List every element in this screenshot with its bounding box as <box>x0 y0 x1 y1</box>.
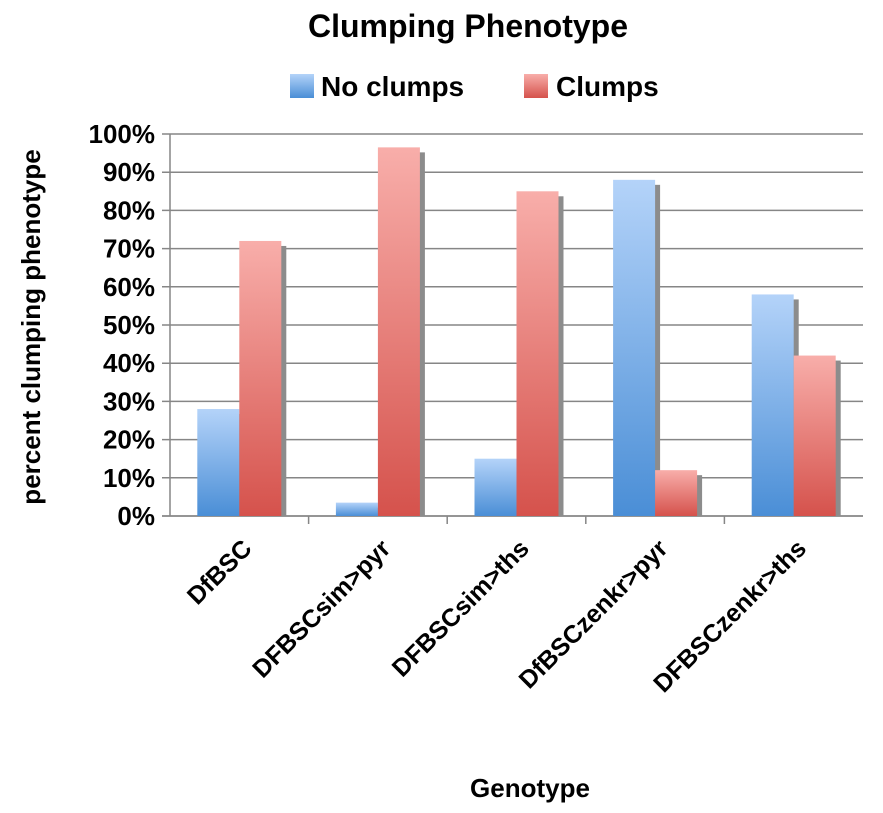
bar-no-clumps <box>197 409 240 516</box>
y-tick-label: 0% <box>117 501 155 531</box>
y-tick-label: 10% <box>103 463 155 493</box>
y-tick-label: 80% <box>103 195 155 225</box>
bar-clumps <box>239 240 282 516</box>
bar-no-clumps <box>474 458 517 516</box>
bar-clumps <box>377 147 420 516</box>
bar-no-clumps <box>335 502 378 516</box>
y-tick-label: 100% <box>89 119 156 149</box>
bar-clumps <box>516 191 559 517</box>
chart-title: Clumping Phenotype <box>308 8 628 44</box>
x-category-label: DFBSCsim>pyr <box>247 534 396 683</box>
y-tick-label: 50% <box>103 310 155 340</box>
legend-swatch-no-clumps <box>290 74 314 98</box>
y-axis-label: percent clumping phenotype <box>16 149 46 504</box>
y-tick-label: 30% <box>103 386 155 416</box>
legend-swatch-clumps <box>524 74 548 98</box>
y-tick-label: 20% <box>103 425 155 455</box>
bar-clumps <box>793 355 836 516</box>
x-category-label: DfBSC <box>182 534 258 610</box>
bars <box>197 147 841 517</box>
legend-label-clumps: Clumps <box>556 71 659 102</box>
x-axis-categories: DfBSCDFBSCsim>pyrDFBSCsim>thsDfBSCzenkr>… <box>182 534 812 698</box>
y-tick-label: 90% <box>103 157 155 187</box>
y-tick-label: 60% <box>103 272 155 302</box>
bar-clumps <box>655 470 698 516</box>
x-category-label: DfBSCzenkr>pyr <box>514 534 674 694</box>
bar-no-clumps <box>751 294 794 516</box>
bar-no-clumps <box>613 179 656 516</box>
legend: No clumps Clumps <box>290 71 659 102</box>
y-axis-ticks: 0% 10% 20% 30% 40% 50% 60% 70% 80% 90% 100% <box>89 119 156 531</box>
legend-label-no-clumps: No clumps <box>321 71 464 102</box>
y-tick-label: 40% <box>103 348 155 378</box>
y-tick-label: 70% <box>103 234 155 264</box>
x-category-label: DFBSCsim>ths <box>387 534 535 682</box>
x-category-label: DFBSCzenkr>ths <box>648 534 812 698</box>
x-axis-label: Genotype <box>470 773 590 803</box>
